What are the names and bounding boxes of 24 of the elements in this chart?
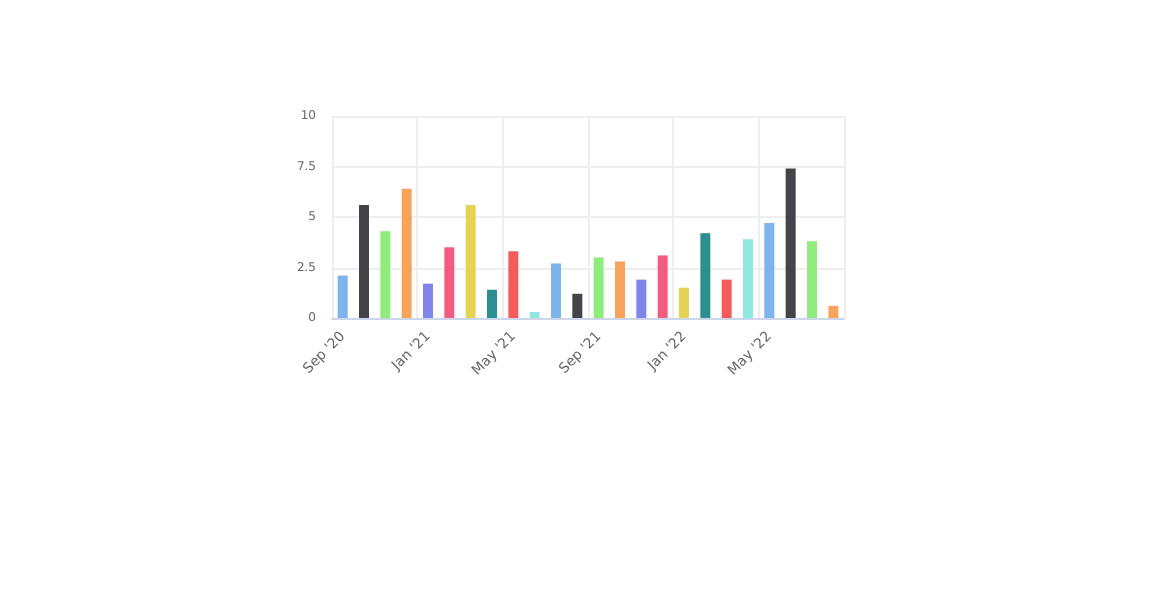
bar: [423, 283, 433, 318]
bar: [636, 279, 647, 318]
bar: [615, 261, 625, 318]
bar: [828, 305, 839, 318]
bar: [380, 231, 391, 318]
bar: [764, 223, 775, 318]
bar: [657, 255, 668, 318]
bar: [337, 275, 348, 318]
bar: [743, 239, 753, 318]
bar: [593, 257, 604, 318]
bar: [551, 263, 561, 318]
bar: [572, 293, 583, 318]
bar: [529, 311, 540, 318]
bar: [700, 233, 711, 318]
bar: [359, 204, 369, 318]
bar: [465, 204, 476, 318]
bar: [807, 241, 817, 318]
bar: [679, 287, 689, 318]
bar: [401, 188, 412, 318]
bar: [721, 279, 732, 318]
bar: [487, 289, 497, 318]
bar: [508, 251, 519, 318]
bar: [444, 247, 455, 318]
bar: [785, 168, 796, 318]
